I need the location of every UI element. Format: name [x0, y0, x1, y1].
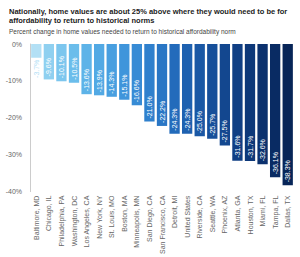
svg-text:-38.3%: -38.3% [284, 160, 291, 182]
svg-text:San Diego, CA: San Diego, CA [146, 195, 154, 242]
svg-text:Miami, FL: Miami, FL [259, 196, 266, 227]
svg-text:-10.1%: -10.1% [58, 56, 65, 78]
svg-text:Riverside, CA: Riverside, CA [196, 195, 203, 238]
svg-text:-31.7%: -31.7% [247, 136, 254, 158]
svg-text:-36.1%: -36.1% [272, 152, 279, 174]
svg-text:-13.6%: -13.6% [83, 69, 90, 91]
svg-text:-10%: -10% [6, 77, 22, 84]
svg-text:-13.9%: -13.9% [96, 70, 103, 92]
svg-text:Washington, DC: Washington, DC [71, 196, 79, 247]
svg-text:-20%: -20% [6, 114, 22, 121]
svg-text:-21.0%: -21.0% [146, 96, 153, 118]
svg-text:affordability to return to his: affordability to return to historical no… [9, 16, 154, 25]
svg-text:-14.3%: -14.3% [108, 72, 115, 94]
svg-text:Houston, TX: Houston, TX [247, 195, 254, 234]
svg-text:-10.5%: -10.5% [71, 58, 78, 80]
svg-text:0%: 0% [12, 41, 22, 48]
svg-text:-31.6%: -31.6% [234, 135, 241, 157]
svg-text:-16.6%: -16.6% [133, 80, 140, 102]
svg-text:-25.7%: -25.7% [209, 114, 216, 136]
svg-text:New York, NY: New York, NY [96, 195, 103, 239]
svg-text:Baltimore, MD: Baltimore, MD [33, 196, 40, 240]
svg-text:Atlanta, GA: Atlanta, GA [234, 195, 241, 231]
svg-text:Philadelphia, PA: Philadelphia, PA [58, 195, 66, 246]
svg-text:-15.1%: -15.1% [121, 75, 128, 97]
svg-text:-27.5%: -27.5% [221, 120, 228, 142]
svg-text:St. Louis, MO: St. Louis, MO [108, 195, 115, 238]
svg-text:Minneapolis, MN: Minneapolis, MN [133, 196, 141, 248]
svg-text:-24.3%: -24.3% [171, 109, 178, 131]
svg-text:Los Angeles, CA: Los Angeles, CA [83, 195, 91, 247]
svg-text:Detroit, MI: Detroit, MI [171, 196, 178, 228]
svg-text:Tampa, FL: Tampa, FL [272, 196, 280, 229]
svg-text:Boston, MA: Boston, MA [121, 195, 128, 232]
svg-text:-30%: -30% [6, 151, 22, 158]
svg-text:United States: United States [184, 195, 191, 238]
svg-text:-32.6%: -32.6% [259, 139, 266, 161]
svg-text:-3.7%: -3.7% [33, 60, 40, 78]
svg-text:-24.3%: -24.3% [184, 109, 191, 131]
svg-text:Chicago, IL: Chicago, IL [45, 196, 53, 232]
svg-text:-9.6%: -9.6% [45, 58, 52, 76]
svg-text:Percent change in home values: Percent change in home values needed to … [9, 28, 236, 36]
svg-text:Phoenix, AZ: Phoenix, AZ [221, 195, 228, 233]
svg-text:Dallas, TX: Dallas, TX [284, 195, 291, 227]
svg-text:San Francisco, CA: San Francisco, CA [159, 195, 166, 254]
svg-text:Seattle, WA: Seattle, WA [209, 195, 216, 232]
svg-text:Nationally, home values are ab: Nationally, home values are about 25% ab… [9, 7, 289, 16]
svg-text:-25.0%: -25.0% [196, 111, 203, 133]
svg-text:-40%: -40% [6, 188, 22, 195]
svg-text:-22.2%: -22.2% [159, 101, 166, 123]
